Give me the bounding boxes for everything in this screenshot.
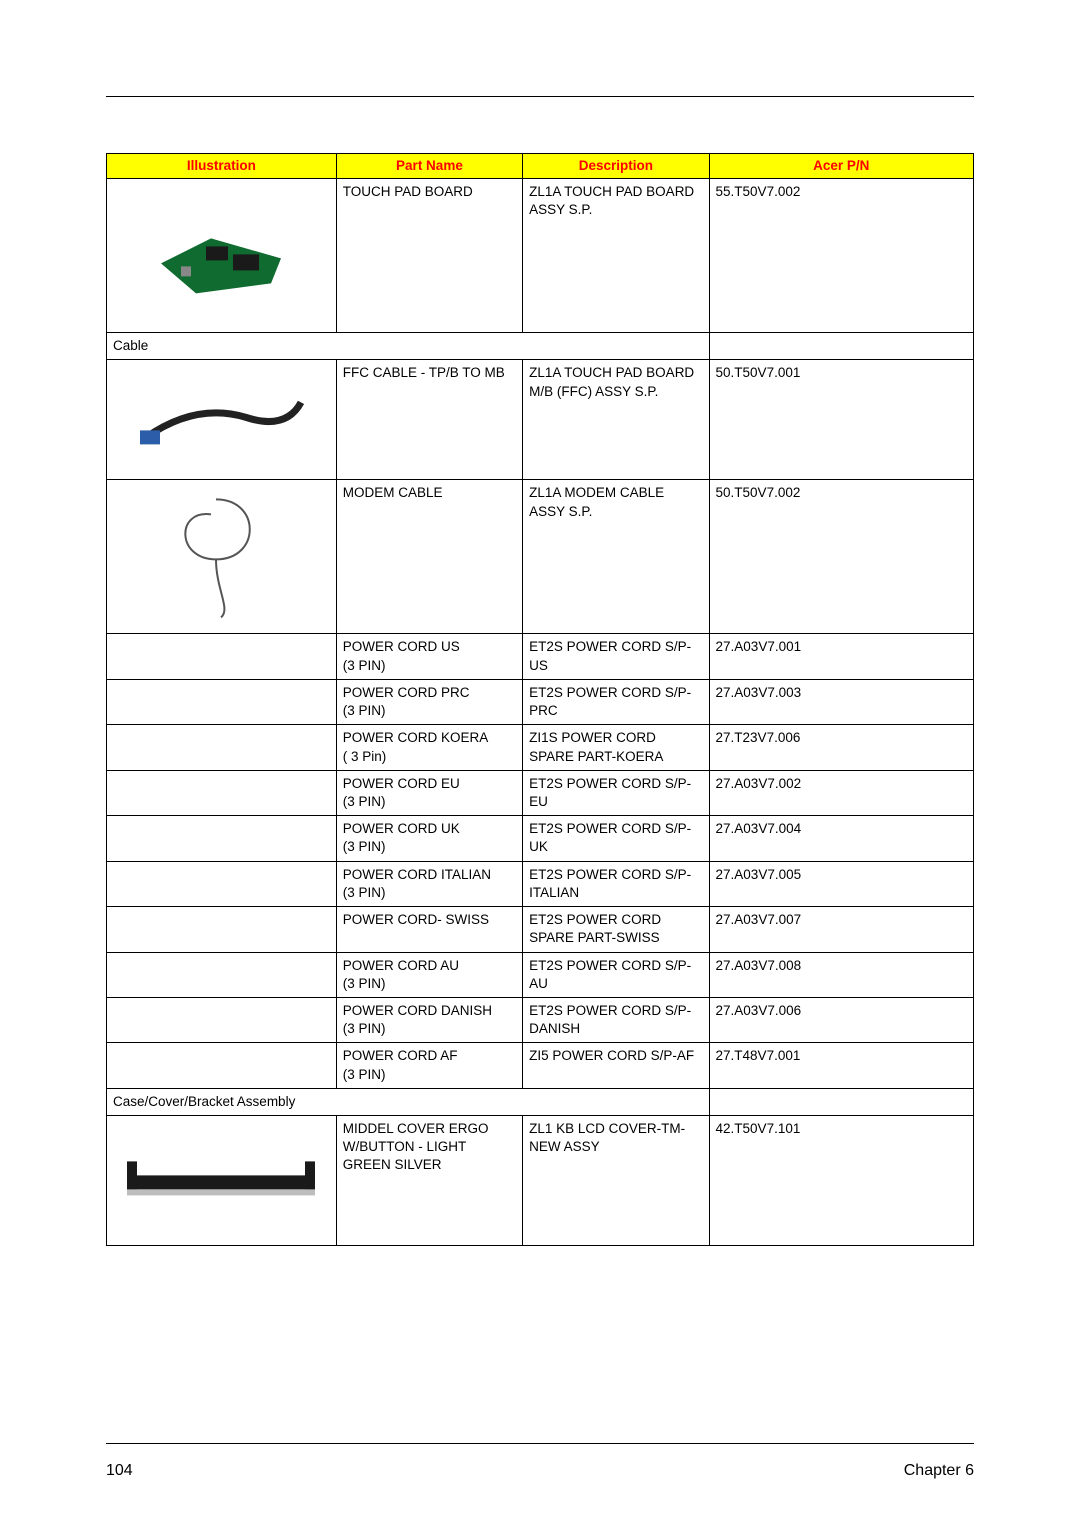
- col-part-name: Part Name: [336, 154, 522, 179]
- table-row: MODEM CABLEZL1A MODEM CABLE ASSY S.P.50.…: [107, 480, 974, 634]
- description-cell: ZL1A TOUCH PAD BOARD ASSY S.P.: [523, 179, 709, 333]
- acer-pn-cell: 27.A03V7.004: [709, 816, 973, 861]
- part-name-cell: POWER CORD DANISH (3 PIN): [336, 997, 522, 1042]
- table-row: FFC CABLE - TP/B TO MBZL1A TOUCH PAD BOA…: [107, 360, 974, 480]
- section-pn-blank: [709, 333, 973, 360]
- illustration-cell: [107, 861, 337, 906]
- description-cell: ZL1A MODEM CABLE ASSY S.P.: [523, 480, 709, 634]
- col-description: Description: [523, 154, 709, 179]
- table-row: POWER CORD DANISH (3 PIN)ET2S POWER CORD…: [107, 997, 974, 1042]
- illustration-cell: [107, 1116, 337, 1246]
- illustration-cell: [107, 816, 337, 861]
- acer-pn-cell: 27.T23V7.006: [709, 725, 973, 770]
- top-rule: [106, 96, 974, 97]
- acer-pn-cell: 55.T50V7.002: [709, 179, 973, 333]
- acer-pn-cell: 50.T50V7.001: [709, 360, 973, 480]
- section-label: Cable: [107, 333, 710, 360]
- table-row: TOUCH PAD BOARDZL1A TOUCH PAD BOARD ASSY…: [107, 179, 974, 333]
- table-row: POWER CORD KOERA ( 3 Pin)ZI1S POWER CORD…: [107, 725, 974, 770]
- table-row: POWER CORD- SWISSET2S POWER CORD SPARE P…: [107, 907, 974, 952]
- acer-pn-cell: 27.T48V7.001: [709, 1043, 973, 1088]
- illustration-cell: [107, 725, 337, 770]
- description-cell: ET2S POWER CORD S/P-AU: [523, 952, 709, 997]
- table-row: POWER CORD EU (3 PIN)ET2S POWER CORD S/P…: [107, 770, 974, 815]
- table-row: POWER CORD UK (3 PIN)ET2S POWER CORD S/P…: [107, 816, 974, 861]
- part-name-cell: POWER CORD UK (3 PIN): [336, 816, 522, 861]
- acer-pn-cell: 27.A03V7.005: [709, 861, 973, 906]
- table-row: POWER CORD ITALIAN (3 PIN)ET2S POWER COR…: [107, 861, 974, 906]
- acer-pn-cell: 27.A03V7.002: [709, 770, 973, 815]
- description-cell: ET2S POWER CORD S/P-DANISH: [523, 997, 709, 1042]
- illustration-cell: [107, 179, 337, 333]
- description-cell: ET2S POWER CORD S/P-US: [523, 634, 709, 679]
- part-name-cell: POWER CORD AF (3 PIN): [336, 1043, 522, 1088]
- illustration-cell: [107, 952, 337, 997]
- illustration-cell: [107, 907, 337, 952]
- table-row: POWER CORD AF (3 PIN)ZI5 POWER CORD S/P-…: [107, 1043, 974, 1088]
- col-illustration: Illustration: [107, 154, 337, 179]
- section-row: Cable: [107, 333, 974, 360]
- part-name-cell: POWER CORD PRC (3 PIN): [336, 679, 522, 724]
- description-cell: ET2S POWER CORD S/P-ITALIAN: [523, 861, 709, 906]
- description-cell: ZL1A TOUCH PAD BOARD M/B (FFC) ASSY S.P.: [523, 360, 709, 480]
- acer-pn-cell: 27.A03V7.008: [709, 952, 973, 997]
- illustration-cell: [107, 634, 337, 679]
- description-cell: ET2S POWER CORD S/P-PRC: [523, 679, 709, 724]
- illustration-cell: [107, 360, 337, 480]
- acer-pn-cell: 42.T50V7.101: [709, 1116, 973, 1246]
- acer-pn-cell: 50.T50V7.002: [709, 480, 973, 634]
- illustration-cell: [107, 997, 337, 1042]
- parts-table: Illustration Part Name Description Acer …: [106, 153, 974, 1246]
- part-name-cell: POWER CORD KOERA ( 3 Pin): [336, 725, 522, 770]
- page: Illustration Part Name Description Acer …: [0, 0, 1080, 1528]
- table-row: POWER CORD PRC (3 PIN)ET2S POWER CORD S/…: [107, 679, 974, 724]
- ffc-thumb: [136, 382, 306, 457]
- page-footer: 104 Chapter 6: [106, 1462, 974, 1480]
- table-row: POWER CORD US (3 PIN)ET2S POWER CORD S/P…: [107, 634, 974, 679]
- illustration-cell: [107, 679, 337, 724]
- description-cell: ET2S POWER CORD SPARE PART-SWISS: [523, 907, 709, 952]
- modem-thumb: [161, 489, 281, 624]
- part-name-cell: POWER CORD AU (3 PIN): [336, 952, 522, 997]
- part-name-cell: MODEM CABLE: [336, 480, 522, 634]
- description-cell: ET2S POWER CORD S/P-EU: [523, 770, 709, 815]
- part-name-cell: MIDDEL COVER ERGO W/BUTTON - LIGHT GREEN…: [336, 1116, 522, 1246]
- chapter-label: Chapter 6: [904, 1462, 974, 1480]
- acer-pn-cell: 27.A03V7.001: [709, 634, 973, 679]
- cover-thumb: [121, 1153, 321, 1208]
- table-row: MIDDEL COVER ERGO W/BUTTON - LIGHT GREEN…: [107, 1116, 974, 1246]
- col-acer-pn: Acer P/N: [709, 154, 973, 179]
- description-cell: ZI5 POWER CORD S/P-AF: [523, 1043, 709, 1088]
- section-pn-blank: [709, 1088, 973, 1115]
- acer-pn-cell: 27.A03V7.007: [709, 907, 973, 952]
- part-name-cell: POWER CORD US (3 PIN): [336, 634, 522, 679]
- illustration-cell: [107, 480, 337, 634]
- part-name-cell: FFC CABLE - TP/B TO MB: [336, 360, 522, 480]
- table-row: POWER CORD AU (3 PIN)ET2S POWER CORD S/P…: [107, 952, 974, 997]
- illustration-cell: [107, 770, 337, 815]
- illustration-cell: [107, 1043, 337, 1088]
- bottom-rule: [106, 1443, 974, 1444]
- description-cell: ET2S POWER CORD S/P-UK: [523, 816, 709, 861]
- section-row: Case/Cover/Bracket Assembly: [107, 1088, 974, 1115]
- description-cell: ZI1S POWER CORD SPARE PART-KOERA: [523, 725, 709, 770]
- section-label: Case/Cover/Bracket Assembly: [107, 1088, 710, 1115]
- header-row: Illustration Part Name Description Acer …: [107, 154, 974, 179]
- part-name-cell: POWER CORD EU (3 PIN): [336, 770, 522, 815]
- description-cell: ZL1 KB LCD COVER-TM-NEW ASSY: [523, 1116, 709, 1246]
- table-body: TOUCH PAD BOARDZL1A TOUCH PAD BOARD ASSY…: [107, 179, 974, 1246]
- part-name-cell: POWER CORD ITALIAN (3 PIN): [336, 861, 522, 906]
- page-number: 104: [106, 1462, 133, 1480]
- touchpad-thumb: [151, 208, 291, 303]
- acer-pn-cell: 27.A03V7.003: [709, 679, 973, 724]
- part-name-cell: TOUCH PAD BOARD: [336, 179, 522, 333]
- part-name-cell: POWER CORD- SWISS: [336, 907, 522, 952]
- acer-pn-cell: 27.A03V7.006: [709, 997, 973, 1042]
